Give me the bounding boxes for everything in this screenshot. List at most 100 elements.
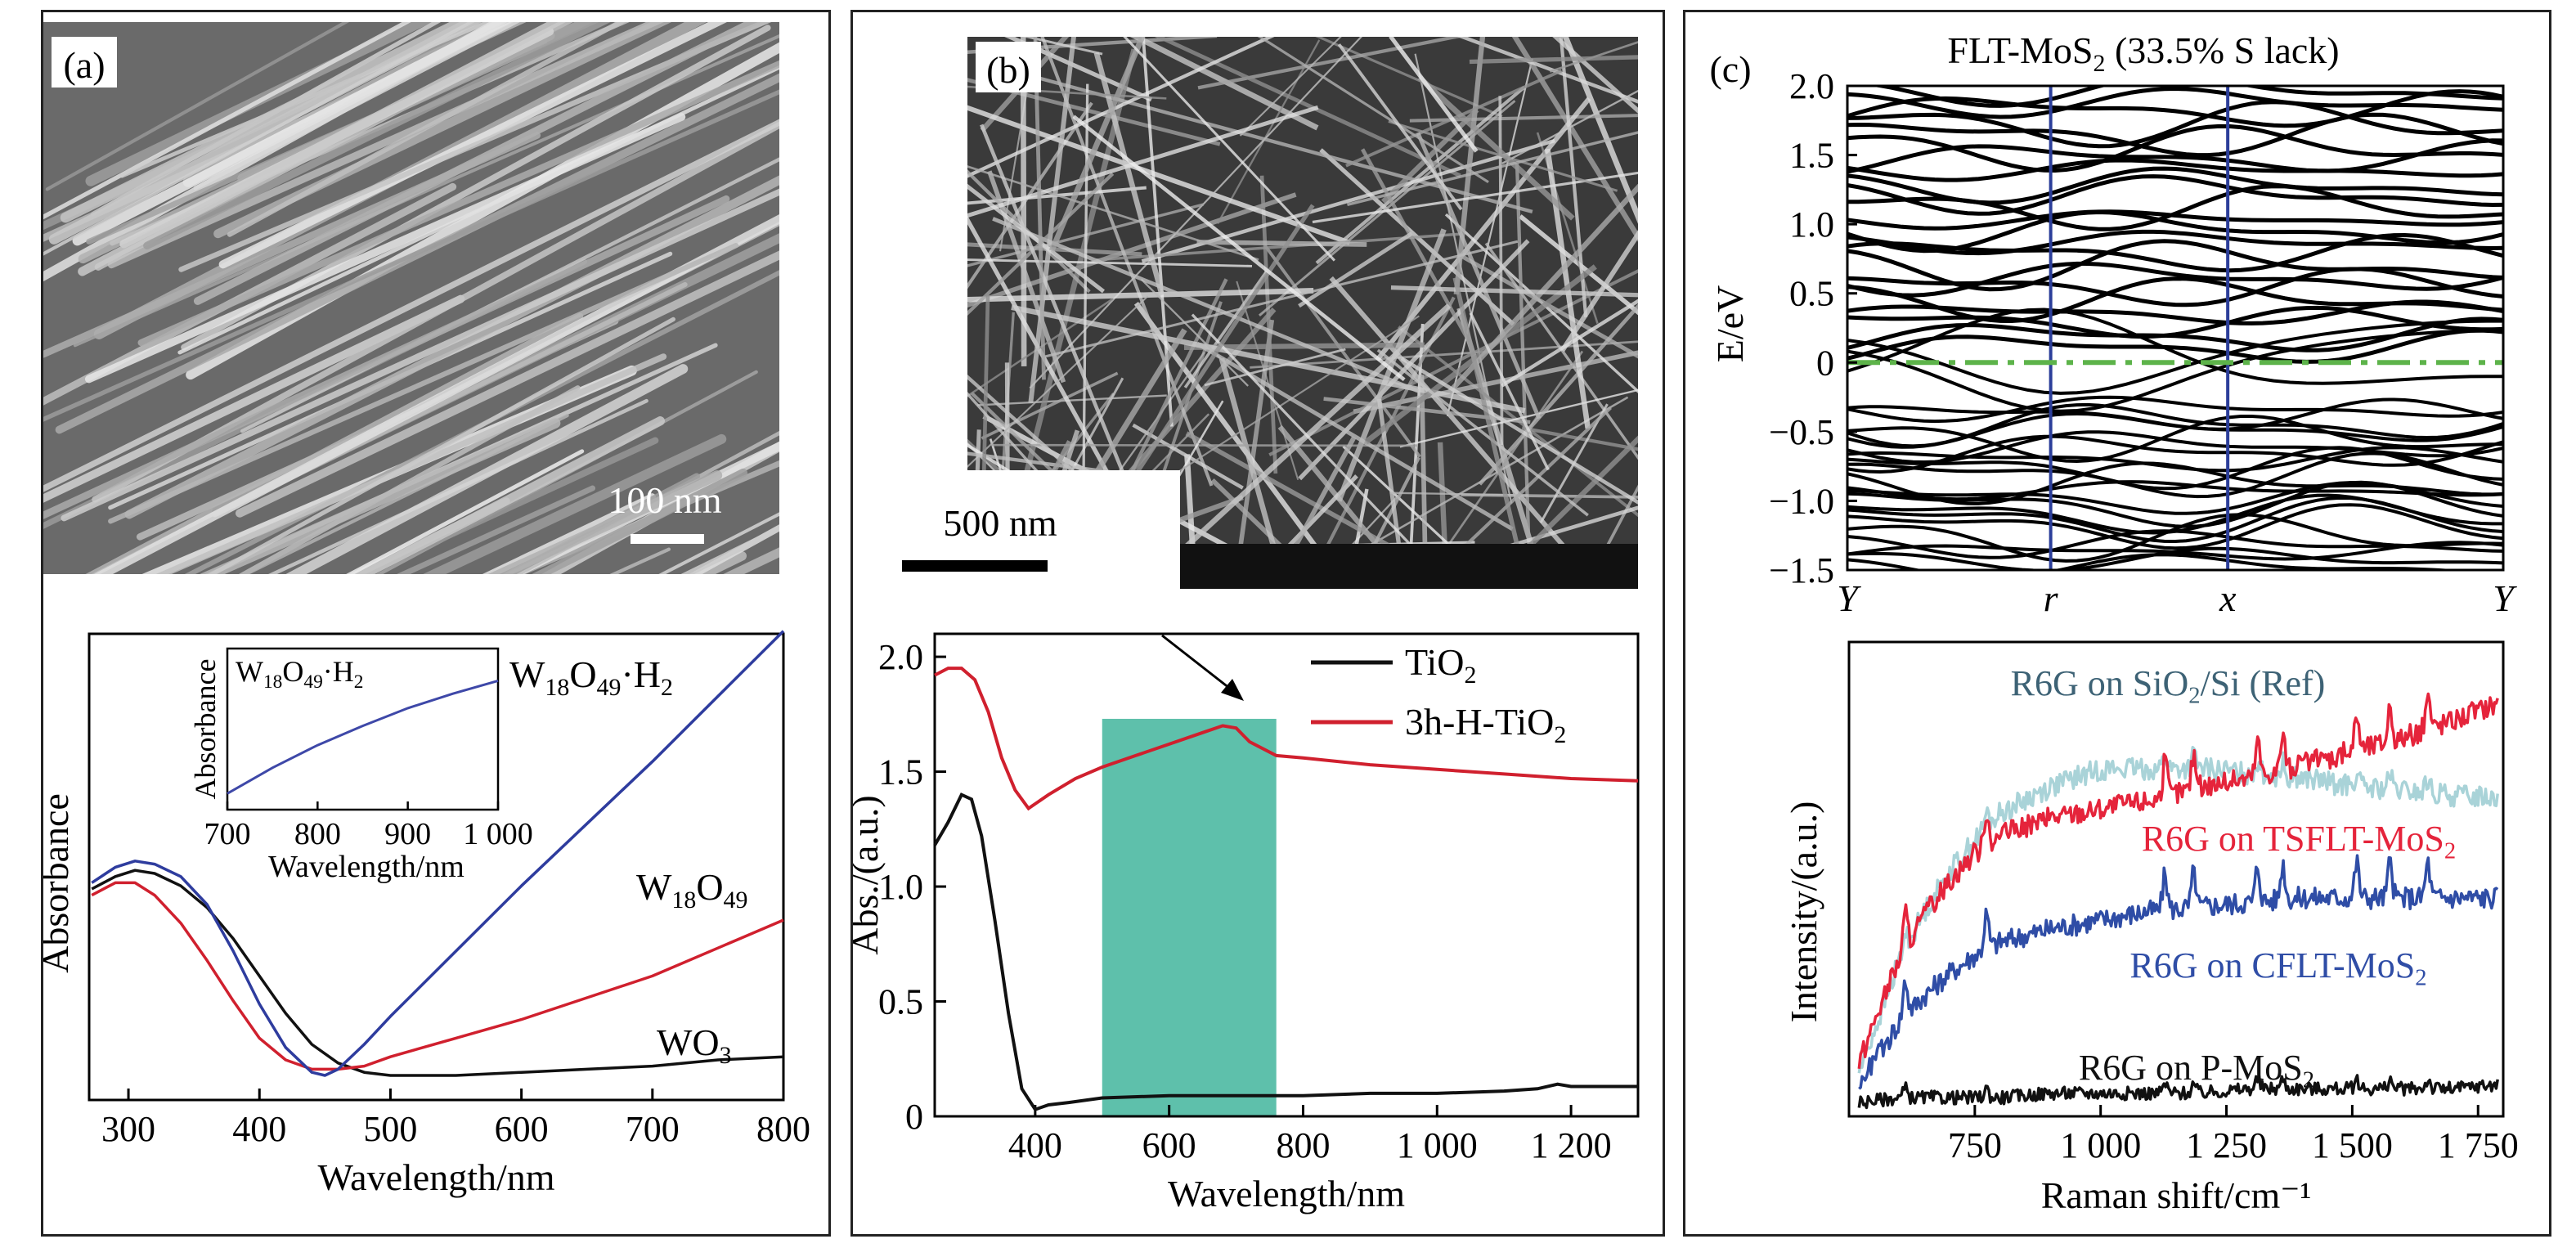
nanorod [1469, 312, 1550, 471]
nanorod [1501, 89, 1638, 164]
series-label-wo3: WO3 [657, 1021, 732, 1069]
series-line-WO3 [91, 869, 784, 1077]
panel-label-bg [976, 42, 1041, 92]
x-axis-label: Raman shift/cm⁻¹ [2041, 1174, 2312, 1216]
x-tick-label: 1 500 [2312, 1125, 2393, 1165]
nanorod [1399, 388, 1638, 448]
nanorod [1298, 231, 1413, 308]
sem-image-nanowires: (a) 100 nm [43, 22, 779, 574]
nanorod [980, 37, 1070, 132]
nanorod [967, 165, 1259, 261]
nanorod [1140, 278, 1249, 387]
y-tick-label: 1.5 [878, 752, 923, 792]
nanowire [397, 485, 596, 574]
y-tick-label: 2.0 [1789, 66, 1834, 106]
arrow-head [1221, 679, 1244, 701]
panel-label-c: (c) [1709, 48, 1751, 90]
y-tick-label: −0.5 [1769, 412, 1834, 452]
x-tick-label: 700 [626, 1109, 680, 1149]
nanorod [1072, 114, 1406, 382]
kpoint-label-r: r [2044, 577, 2059, 619]
band [1847, 546, 2503, 570]
nanorod [1400, 357, 1638, 505]
nanorod [1364, 396, 1629, 550]
panel-b: 500 nm (b) 400 600 800 1 000 1 200 0 0.5 1.0 1.5 2… [850, 10, 1665, 1237]
nanowire [43, 89, 779, 422]
nanorod [1390, 285, 1638, 298]
legend-label-3h-h-tio2: 3h-H-TiO2 [1405, 701, 1566, 748]
x-tick-label: 400 [1008, 1125, 1062, 1165]
y-tick-label: 1.0 [878, 867, 923, 907]
band [1847, 446, 2503, 473]
nanorod [1389, 37, 1479, 153]
nanowire [357, 437, 659, 574]
y-axis-label: E/eV [1709, 285, 1751, 363]
x-axis-label: Wavelength/nm [1168, 1173, 1405, 1214]
nanorod [1329, 276, 1604, 589]
raman-series-0 [1857, 745, 2499, 1074]
y-tick-label: 1.0 [1789, 204, 1834, 245]
nanowire [137, 60, 779, 347]
highlight-band [1102, 718, 1277, 1116]
band [1847, 112, 2503, 158]
nanowire [235, 250, 779, 518]
nanowire [73, 34, 779, 348]
y-axis-label: Abs./(a.u.) [853, 795, 886, 954]
series-line-W18O49 [91, 881, 784, 1071]
band [1847, 503, 2503, 550]
nanowire [43, 294, 465, 503]
nanorod [1560, 230, 1638, 352]
nanorod [967, 192, 1297, 308]
nanorod [1298, 239, 1530, 481]
nanorod [1239, 37, 1342, 137]
band-structure-chart: −1.5 −1.0 −0.5 0 0.5 1.0 1.5 2.0 Y r x Y E/eV FLT-MoS… [1709, 29, 2517, 619]
x-tick-label: 1 750 [2438, 1125, 2519, 1165]
nanowire [532, 468, 747, 574]
scale-bar [631, 534, 704, 544]
nanorod [1469, 55, 1638, 65]
nanorod-mesh [967, 37, 1638, 589]
x-tick-label: 1 000 [1397, 1125, 1478, 1165]
nanorod [1444, 213, 1638, 393]
x-tick-label: 300 [101, 1109, 155, 1149]
nanorod [1478, 303, 1638, 486]
nanorod [1337, 43, 1463, 211]
nanowire [208, 316, 675, 574]
nanowire [108, 243, 739, 524]
nanorod [967, 295, 1149, 469]
band-title: FLT-MoS2 (33.5% S lack) [1947, 29, 2339, 77]
legend-label-tio2: TiO2 [1405, 641, 1476, 689]
nanorod [1519, 214, 1638, 316]
y-tick-label: 2.0 [878, 637, 923, 677]
nanorod [1142, 37, 1174, 427]
nanowire [45, 22, 350, 191]
x-tick-label: 600 [495, 1109, 549, 1149]
raman-chart: 750 1 000 1 250 1 500 1 750 Raman shift/cm⁻¹ I… [1783, 640, 2519, 1216]
band [1847, 174, 2503, 216]
band [1847, 267, 2503, 308]
x-tick-label: 500 [363, 1109, 417, 1149]
nanorod [1133, 301, 1350, 589]
raman-series-1 [1857, 692, 2499, 1069]
sem-image-nanorods: 500 nm (b) [853, 37, 1638, 601]
nanorod [1323, 397, 1531, 424]
band [1847, 138, 2503, 174]
nanorod [1129, 37, 1319, 131]
nanowire [43, 22, 475, 256]
nanorod [1336, 228, 1447, 502]
band [1847, 328, 2503, 364]
nanorod [991, 443, 1417, 447]
nanowire [178, 22, 772, 272]
nanorod [967, 258, 1253, 267]
nanorod [1447, 183, 1638, 395]
band [1847, 411, 2503, 449]
band [1847, 451, 2503, 499]
raman-series-2 [1858, 854, 2499, 1090]
x-tick-label: 800 [756, 1109, 810, 1149]
band [1847, 299, 2503, 325]
series-label-w18o49-h2: W18O49·H2 [509, 653, 673, 701]
nanorod [1043, 240, 1519, 358]
nanowire [680, 525, 779, 574]
y-tick-label: 0.5 [1789, 274, 1834, 314]
nanorod [1376, 348, 1589, 517]
